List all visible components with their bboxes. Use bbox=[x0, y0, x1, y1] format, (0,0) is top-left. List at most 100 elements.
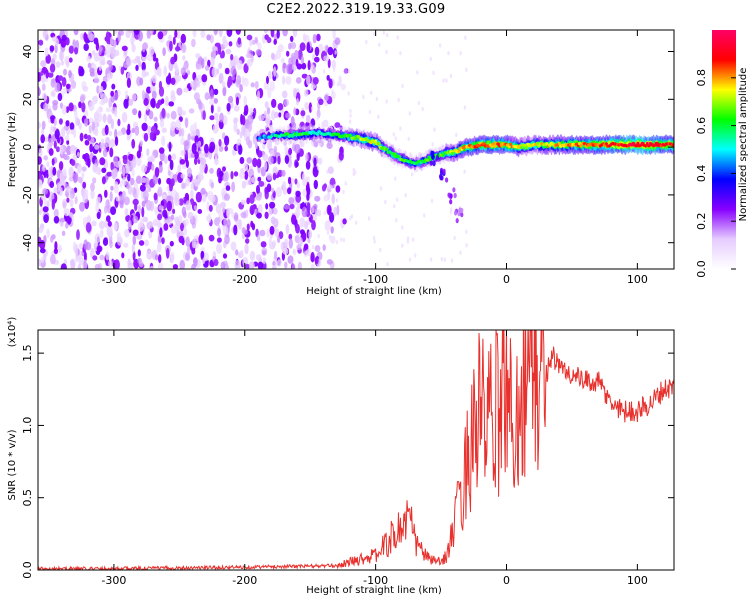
snr-x-tick-label: 0 bbox=[503, 574, 510, 587]
heatmap-cell bbox=[311, 244, 315, 250]
heatmap-cell bbox=[189, 189, 194, 200]
heatmap-cell bbox=[112, 40, 117, 48]
heatmap-cell bbox=[439, 170, 444, 176]
heatmap-cell bbox=[408, 111, 411, 116]
heatmap-cell bbox=[286, 63, 293, 75]
heatmap-cell bbox=[231, 75, 235, 81]
heatmap-cell bbox=[152, 219, 158, 227]
heatmap-cell bbox=[275, 49, 282, 60]
heatmap-cell bbox=[285, 132, 290, 136]
heatmap-cell bbox=[91, 220, 97, 227]
heatmap-cell bbox=[170, 178, 175, 187]
heatmap-cell bbox=[101, 176, 106, 185]
heatmap-cell bbox=[132, 108, 138, 116]
heatmap-cell bbox=[57, 186, 63, 197]
heatmap-cell bbox=[213, 148, 219, 159]
heatmap-cell bbox=[121, 252, 125, 259]
heatmap-cell bbox=[53, 216, 60, 224]
heatmap-cell bbox=[239, 84, 243, 93]
heatmap-cell bbox=[157, 177, 162, 185]
snr-frame bbox=[37, 329, 675, 571]
heatmap-cell bbox=[397, 155, 401, 159]
heatmap-cell bbox=[85, 241, 92, 251]
heatmap-cell bbox=[176, 87, 183, 96]
heatmap-cell bbox=[195, 128, 200, 138]
heatmap-cell bbox=[274, 228, 280, 238]
heatmap-cell bbox=[244, 263, 250, 269]
heatmap-cell bbox=[288, 42, 292, 50]
heatmap-cell bbox=[287, 176, 292, 185]
heatmap-cell bbox=[93, 77, 100, 84]
heatmap-cell bbox=[68, 102, 74, 112]
heatmap-cell bbox=[124, 228, 130, 238]
heatmap-cell bbox=[131, 127, 136, 134]
heatmap-cell bbox=[322, 69, 326, 74]
heatmap-cell bbox=[268, 207, 272, 216]
heatmap-cell bbox=[251, 223, 256, 231]
heatmap-cell bbox=[146, 148, 150, 157]
heatmap-cell bbox=[299, 229, 305, 235]
heatmap-cell bbox=[137, 249, 141, 257]
heatmap-cell bbox=[272, 207, 278, 215]
heatmap-cell bbox=[172, 208, 176, 214]
heatmap-cell bbox=[408, 257, 412, 262]
heatmap-cell bbox=[449, 199, 453, 205]
heatmap-cell bbox=[307, 238, 311, 244]
heatmap-cell bbox=[281, 169, 286, 177]
heatmap-cell bbox=[432, 161, 436, 167]
heatmap-cell bbox=[165, 96, 169, 107]
heatmap-cell bbox=[268, 71, 272, 80]
heatmap-cell bbox=[77, 176, 83, 184]
heatmap-cell bbox=[443, 257, 446, 262]
heatmap-cell bbox=[81, 166, 87, 172]
heatmap-cell bbox=[40, 60, 47, 68]
heatmap-cell bbox=[50, 78, 56, 88]
heatmap-cell bbox=[316, 33, 321, 42]
heatmap-cell bbox=[340, 83, 346, 91]
heatmap-cell bbox=[167, 170, 171, 176]
heatmap-cell bbox=[264, 211, 269, 219]
heatmap-cell bbox=[168, 101, 175, 107]
heatmap-cell bbox=[113, 259, 120, 269]
heatmap-cell bbox=[77, 263, 82, 269]
heatmap-cell bbox=[222, 86, 227, 97]
heatmap-cell bbox=[123, 98, 129, 109]
heatmap-cell bbox=[209, 167, 214, 174]
heatmap-cell bbox=[65, 120, 70, 127]
heatmap-cell bbox=[121, 112, 128, 123]
heatmap-cell bbox=[105, 251, 110, 261]
heatmap-cell bbox=[74, 243, 79, 255]
heatmap-cell bbox=[214, 30, 218, 35]
heatmap-cell bbox=[158, 147, 165, 154]
heatmap-cell bbox=[634, 144, 639, 148]
heatmap-cell bbox=[241, 115, 246, 126]
heatmap-cell bbox=[62, 168, 67, 177]
heatmap-cell bbox=[239, 156, 245, 165]
heatmap-cell bbox=[111, 168, 118, 180]
heatmap-cell bbox=[92, 177, 97, 184]
heatmap-cell bbox=[114, 107, 118, 118]
heatmap-cell bbox=[457, 149, 461, 153]
heatmap-x-tick-label: -100 bbox=[363, 273, 388, 286]
heatmap-cell bbox=[122, 154, 129, 160]
heatmap-cell bbox=[153, 116, 158, 122]
heatmap-cell bbox=[98, 106, 103, 113]
heatmap-cell bbox=[178, 198, 184, 206]
heatmap-cell bbox=[277, 155, 281, 165]
heatmap-cell bbox=[213, 88, 219, 96]
heatmap-cell bbox=[340, 237, 343, 242]
heatmap-cell bbox=[327, 46, 334, 56]
heatmap-cell bbox=[646, 141, 649, 146]
heatmap-cell bbox=[233, 117, 239, 123]
heatmap-cell bbox=[262, 153, 269, 161]
heatmap-cell bbox=[385, 99, 388, 104]
heatmap-cell bbox=[406, 239, 410, 244]
heatmap-cell bbox=[249, 194, 255, 205]
heatmap-cell bbox=[465, 243, 468, 248]
heatmap-cell bbox=[249, 107, 254, 116]
snr-y-tick-label: 0.0 bbox=[21, 561, 34, 579]
heatmap-cell bbox=[185, 236, 190, 247]
heatmap-cell bbox=[493, 144, 497, 148]
heatmap-cell bbox=[74, 109, 78, 119]
heatmap-cell bbox=[141, 61, 146, 72]
